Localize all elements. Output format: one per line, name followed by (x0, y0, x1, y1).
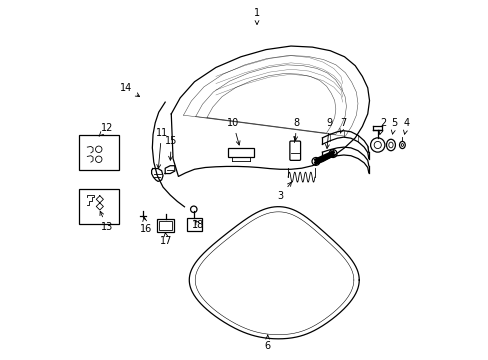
Bar (157, 219, 174, 232)
Text: 13: 13 (100, 211, 113, 232)
Bar (159, 221, 172, 230)
Text: 12: 12 (99, 123, 113, 136)
Text: 15: 15 (165, 136, 177, 160)
Text: 3: 3 (277, 182, 291, 201)
Text: 16: 16 (140, 217, 152, 234)
Text: 2: 2 (378, 118, 386, 134)
Text: 10: 10 (226, 118, 240, 145)
Bar (186, 218, 201, 231)
Bar (80, 189, 119, 224)
Text: 17: 17 (160, 233, 172, 247)
Text: 4: 4 (403, 118, 409, 134)
Text: 18: 18 (192, 220, 204, 230)
Bar (228, 148, 254, 157)
Bar (80, 135, 119, 170)
Text: 11: 11 (155, 128, 167, 168)
Text: 7: 7 (339, 118, 346, 133)
Text: 6: 6 (264, 335, 270, 351)
Text: 1: 1 (253, 8, 260, 24)
Text: 8: 8 (293, 118, 299, 140)
Text: 9: 9 (325, 118, 332, 148)
Text: 5: 5 (390, 118, 397, 134)
Text: 14: 14 (120, 83, 139, 96)
